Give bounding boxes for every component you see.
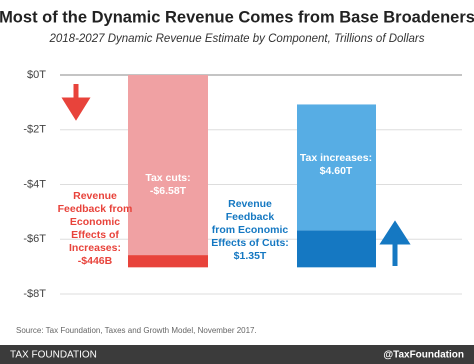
segment-label: Effects of Cuts:: [211, 237, 289, 249]
y-tick-label: -$8T: [23, 288, 46, 300]
segment-label: Economic: [70, 216, 120, 228]
value-label: $1.35T: [234, 250, 267, 262]
bar-segment: [297, 230, 376, 268]
source-note: Source: Tax Foundation, Taxes and Growth…: [16, 326, 257, 335]
footer-bar: [0, 345, 474, 364]
segment-label: Tax cuts:: [145, 172, 190, 184]
segment-label: from Economic: [212, 224, 289, 236]
segment-label: Revenue: [73, 190, 117, 202]
bar-segment: [128, 75, 208, 256]
grid: $0T -$2T -$4T -$6T -$8T: [23, 69, 462, 300]
y-tick-label: $0T: [27, 69, 46, 81]
value-label: -$6.58T: [150, 185, 187, 197]
y-tick-label: -$6T: [23, 233, 46, 245]
chart-title: Most of the Dynamic Revenue Comes from B…: [0, 8, 474, 26]
footer-right: @TaxFoundation: [383, 350, 464, 361]
segment-label: Feedback from: [58, 203, 133, 215]
footer-left: TAX FOUNDATION: [10, 350, 97, 361]
segment-label: Increases:: [69, 242, 121, 254]
down-arrow: [61, 84, 91, 121]
up-arrow: [379, 220, 411, 266]
bar-segment: [128, 255, 208, 268]
segment-label: Effects of: [71, 229, 119, 241]
chart-subtitle: 2018-2027 Dynamic Revenue Estimate by Co…: [49, 33, 425, 45]
value-label: $4.60T: [320, 165, 353, 177]
bar-segment: [297, 104, 376, 231]
value-label: -$446B: [78, 255, 113, 267]
y-tick-label: -$2T: [23, 124, 46, 136]
y-tick-label: -$4T: [23, 178, 46, 190]
bars: [128, 75, 376, 268]
segment-label: Revenue: [228, 198, 272, 210]
segment-label: Tax increases:: [300, 152, 372, 164]
segment-label: Feedback: [226, 211, 275, 223]
